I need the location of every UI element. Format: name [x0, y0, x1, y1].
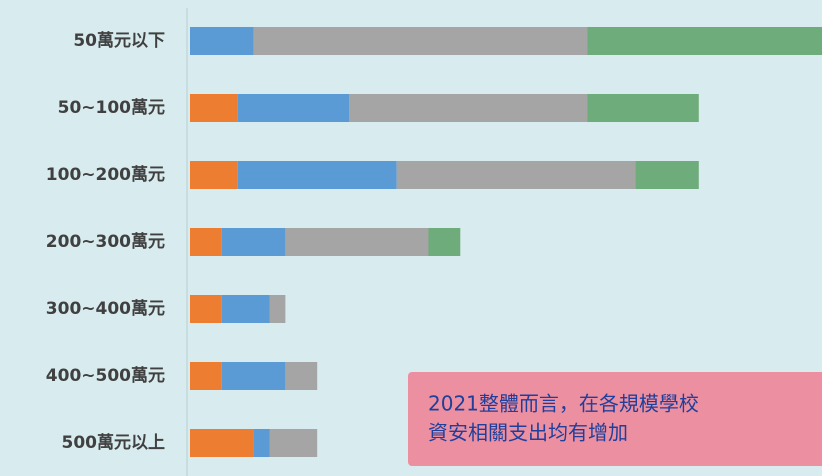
- bar-segment: [269, 429, 318, 457]
- bar-segment: [190, 429, 254, 457]
- category-label: 500萬元以上: [62, 432, 166, 453]
- bar-segment: [428, 228, 461, 256]
- bar-segment: [190, 295, 222, 323]
- bar-segment: [190, 228, 222, 256]
- bar-segment: [269, 295, 286, 323]
- annotation-text: 2021整體而言，在各規模學校: [428, 392, 699, 416]
- bar-segment: [221, 362, 286, 390]
- bar-segment: [285, 362, 318, 390]
- bar-segment: [253, 27, 588, 55]
- bar-segment: [190, 94, 238, 122]
- category-label: 400~500萬元: [46, 365, 165, 386]
- category-label: 300~400萬元: [46, 298, 165, 319]
- bar-segment: [285, 228, 429, 256]
- bar-segment: [349, 94, 588, 122]
- bar-segment: [237, 161, 397, 189]
- bar-segment: [587, 27, 822, 55]
- annotation-text: 資安相關支出均有增加: [428, 421, 628, 445]
- annotation-box: [408, 372, 822, 466]
- bar-segment: [190, 27, 254, 55]
- bar-segment: [237, 94, 349, 122]
- bar-segment: [221, 228, 286, 256]
- bar-segment: [253, 429, 270, 457]
- category-label: 200~300萬元: [46, 231, 165, 252]
- bar-segment: [221, 295, 270, 323]
- bar-segment: [396, 161, 636, 189]
- bar-segment: [587, 94, 699, 122]
- bar-segment: [190, 362, 222, 390]
- category-label: 50~100萬元: [58, 97, 165, 118]
- bar-segment: [190, 161, 238, 189]
- category-label: 50萬元以下: [73, 30, 165, 51]
- bar-segment: [635, 161, 699, 189]
- category-label: 100~200萬元: [46, 164, 165, 185]
